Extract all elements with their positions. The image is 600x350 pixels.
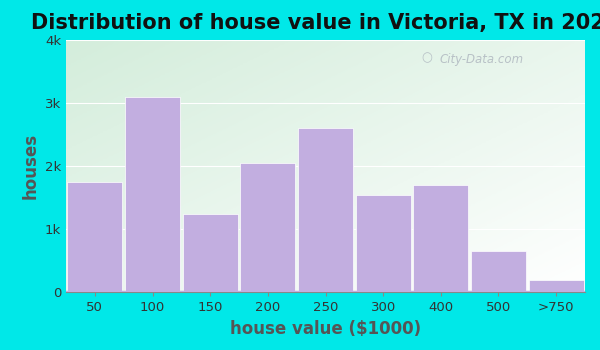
Title: Distribution of house value in Victoria, TX in 2022: Distribution of house value in Victoria,… [31,13,600,33]
Bar [241,163,295,292]
Bar [298,128,353,292]
Text: ○: ○ [422,51,433,65]
Bar [125,97,180,292]
Bar [67,182,122,292]
Bar [471,251,526,292]
Bar [356,195,410,292]
Text: City-Data.com: City-Data.com [440,53,524,66]
Y-axis label: houses: houses [22,133,40,199]
Bar [413,185,468,292]
X-axis label: house value ($1000): house value ($1000) [230,320,421,338]
Bar [529,280,584,292]
Bar [183,214,238,292]
